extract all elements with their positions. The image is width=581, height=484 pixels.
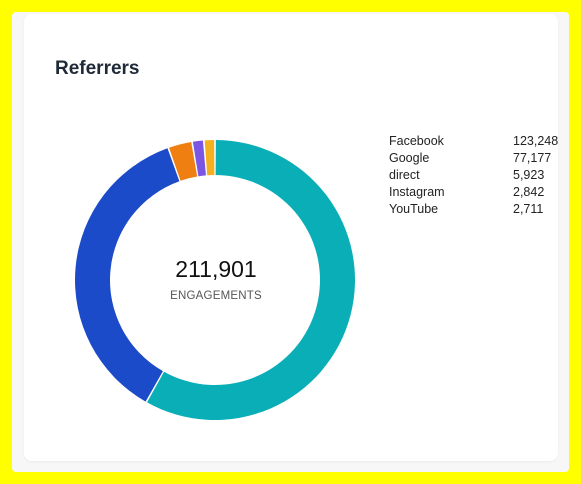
legend-label: direct <box>389 168 420 182</box>
legend-value: 5,923 <box>513 168 545 182</box>
legend: Facebook 123,248 Google 77,177 direct 5,… <box>389 133 569 218</box>
legend-label: Google <box>389 151 430 165</box>
legend-label: YouTube <box>389 202 439 216</box>
legend-row-youtube[interactable]: YouTube 2,711 <box>389 201 569 218</box>
legend-value: 2,842 <box>513 185 545 199</box>
legend-row-google[interactable]: Google 77,177 <box>389 150 569 167</box>
slice-instagram[interactable] <box>192 140 206 177</box>
slice-direct[interactable] <box>169 142 198 181</box>
legend-value: 123,248 <box>513 134 559 148</box>
legend-row-instagram[interactable]: Instagram 2,842 <box>389 184 569 201</box>
legend-row-facebook[interactable]: Facebook 123,248 <box>389 133 569 150</box>
slice-facebook[interactable] <box>147 140 355 421</box>
legend-value: 2,711 <box>513 202 544 216</box>
legend-value: 77,177 <box>513 151 552 165</box>
legend-label: Instagram <box>389 185 445 199</box>
total-engagements-value: 211,901 <box>175 256 257 282</box>
donut-slices <box>75 140 355 421</box>
card-title: Referrers <box>55 58 140 79</box>
slice-youtube[interactable] <box>204 140 215 176</box>
legend-row-direct[interactable]: direct 5,923 <box>389 167 569 184</box>
slice-google[interactable] <box>75 148 180 402</box>
total-engagements-label: ENGAGEMENTS <box>170 290 262 302</box>
legend-label: Facebook <box>389 134 444 148</box>
